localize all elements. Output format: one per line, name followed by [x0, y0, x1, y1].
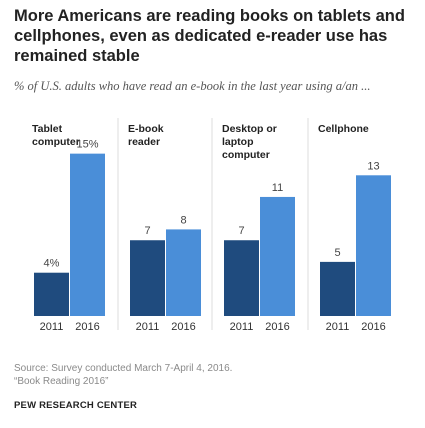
bar-2011 — [130, 240, 165, 316]
x-tick-label: 2016 — [75, 321, 99, 333]
category-label: Tablet — [32, 123, 63, 135]
category-label: Desktop or — [222, 123, 277, 135]
bar-value-label: 8 — [180, 214, 186, 226]
category-label: E-book — [128, 123, 164, 135]
bar-value-label: 15% — [76, 139, 98, 151]
pew-logo-text: PEW RESEARCH CENTER — [14, 400, 138, 411]
bar-value-label: 7 — [238, 225, 244, 237]
bar-2011 — [34, 272, 69, 316]
x-tick-label: 2011 — [40, 321, 64, 333]
bar-value-label: 7 — [144, 225, 150, 237]
x-tick-label: 2011 — [326, 321, 350, 333]
bar-chart: Tabletcomputer4%201115%2016E-bookreader7… — [32, 118, 391, 333]
chart-subtitle: % of U.S. adults who have read an e-book… — [14, 79, 371, 93]
x-tick-label: 2011 — [136, 321, 160, 333]
source-note: Source: Survey conducted March 7-April 4… — [14, 363, 233, 374]
chart-title: More Americans are reading books on tabl… — [14, 7, 405, 65]
x-tick-label: 2011 — [230, 321, 254, 333]
bar-value-label: 13 — [367, 160, 379, 172]
bar-2016 — [356, 175, 391, 316]
category-label: computer — [222, 149, 270, 161]
bar-value-label: 4% — [44, 258, 60, 270]
category-label: laptop — [222, 136, 254, 148]
bar-value-label: 5 — [334, 247, 340, 259]
x-tick-label: 2016 — [171, 321, 195, 333]
x-tick-label: 2016 — [361, 321, 385, 333]
x-tick-label: 2016 — [265, 321, 289, 333]
bar-value-label: 11 — [272, 182, 283, 194]
bar-2016 — [70, 153, 105, 316]
bar-2016 — [260, 196, 295, 316]
category-label: reader — [128, 136, 160, 148]
category-label: Cellphone — [318, 123, 369, 135]
bar-2011 — [320, 261, 355, 316]
bar-2016 — [166, 229, 201, 316]
report-note: “Book Reading 2016” — [14, 376, 109, 387]
category-label: computer — [32, 136, 80, 148]
bar-2011 — [224, 240, 259, 316]
